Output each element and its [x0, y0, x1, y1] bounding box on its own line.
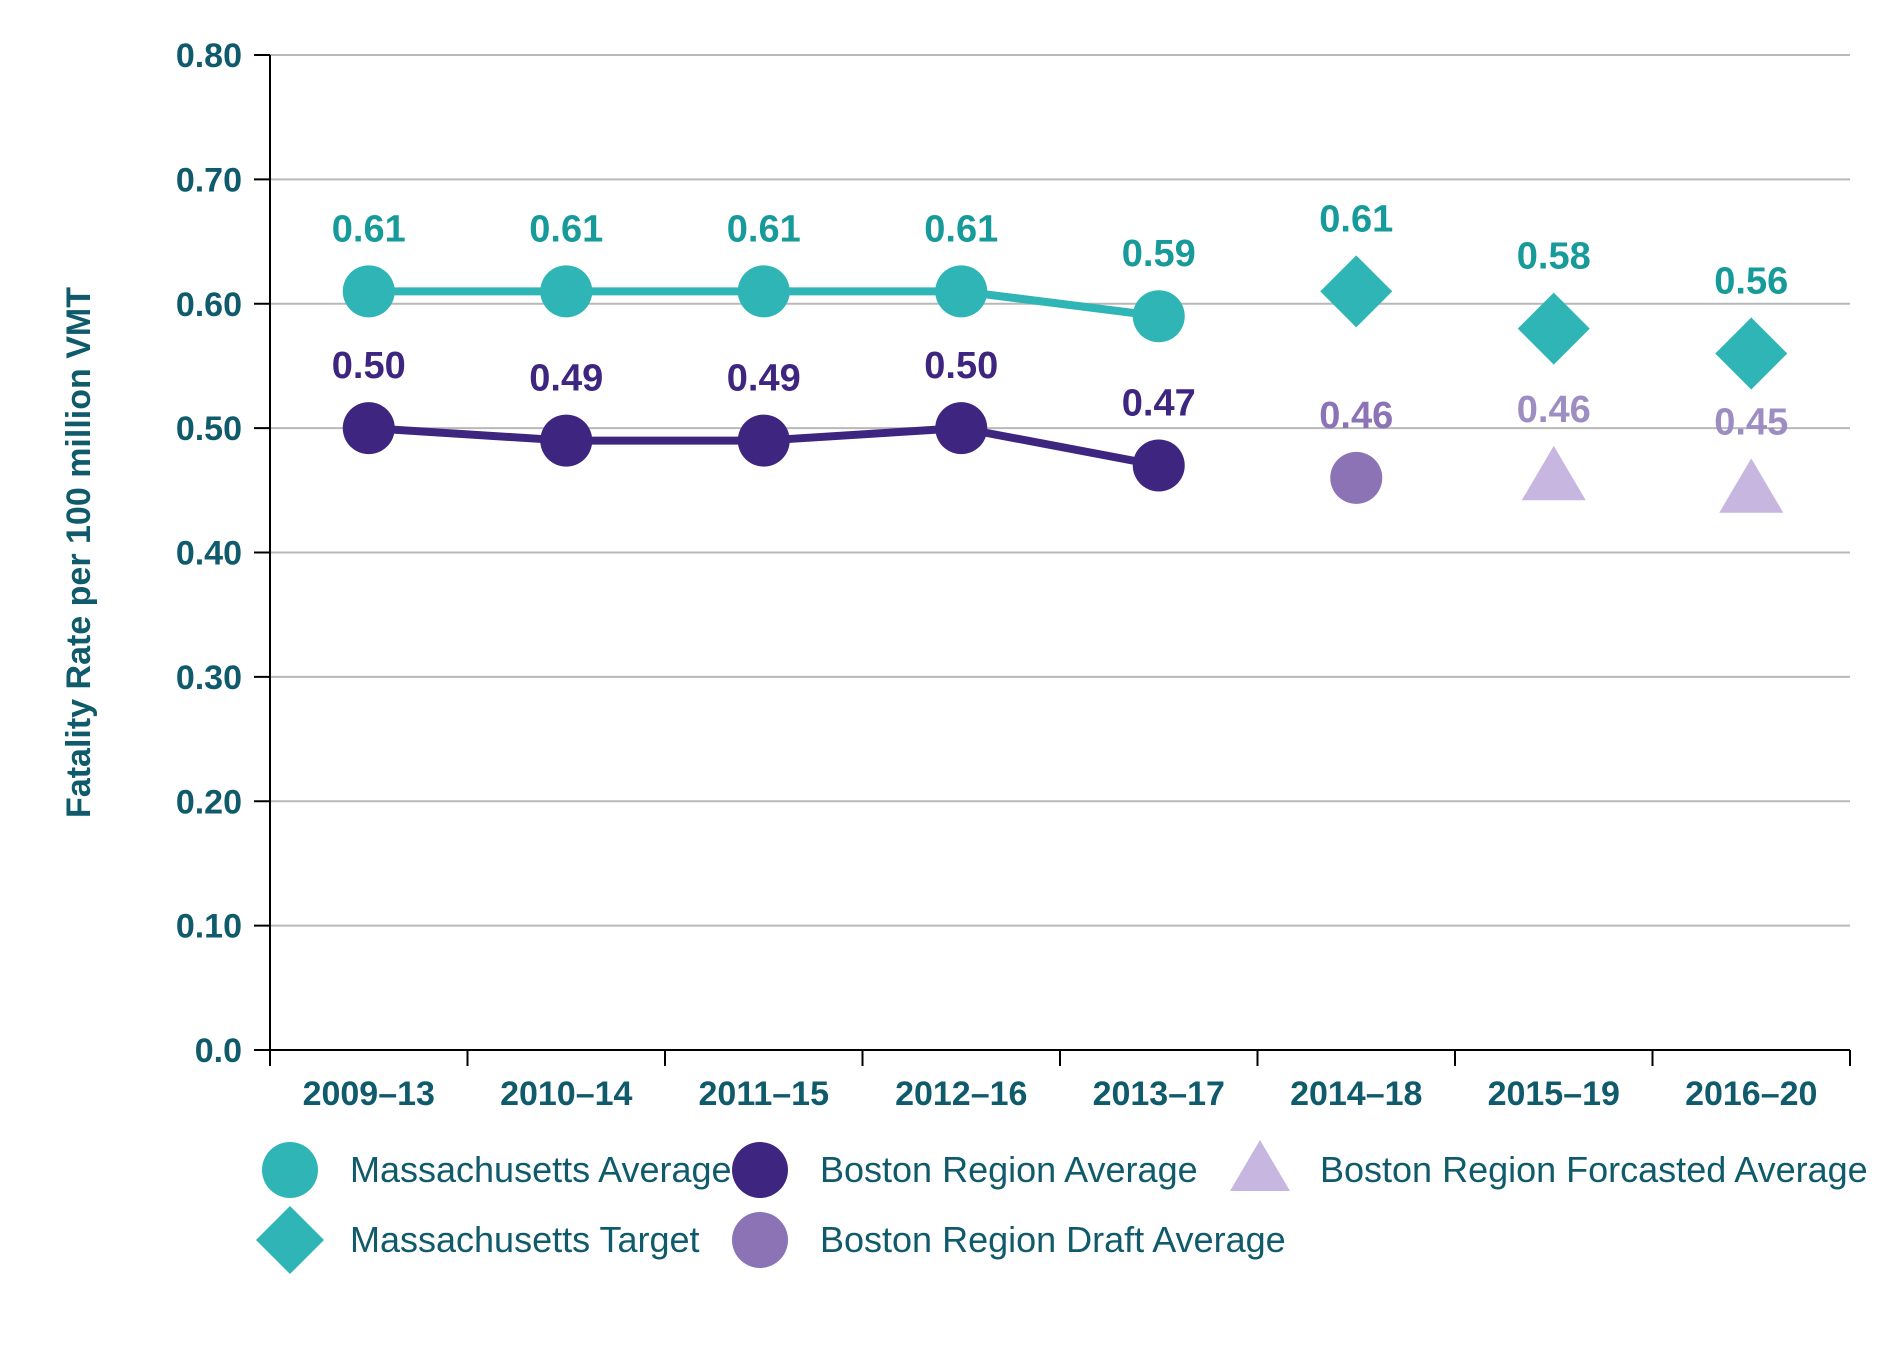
legend-boston_region_draft_average-label: Boston Region Draft Average [820, 1219, 1286, 1260]
legend-boston_region_forcasted_average-label: Boston Region Forcasted Average [1320, 1149, 1868, 1190]
massachusetts_target-data-label: 0.61 [1319, 198, 1393, 240]
boston_region_draft_average-marker [1330, 452, 1382, 504]
boston_region_forcasted_average-marker [1719, 458, 1783, 512]
boston_region_forcasted_average-marker [1522, 446, 1586, 500]
boston_region_average-data-label: 0.49 [529, 358, 603, 400]
massachusetts_average-marker [343, 265, 395, 317]
y-tick-label: 0.80 [176, 37, 242, 75]
massachusetts_target-data-label: 0.56 [1714, 261, 1788, 303]
x-tick-label: 2010–14 [500, 1075, 632, 1113]
massachusetts_average-marker [1133, 290, 1185, 342]
legend-boston_region_forcasted_average-icon [1230, 1140, 1290, 1191]
y-tick-label: 0.0 [195, 1032, 242, 1070]
x-tick-label: 2016–20 [1685, 1075, 1817, 1113]
y-axis-title: Fatality Rate per 100 million VMT [60, 287, 98, 818]
y-tick-label: 0.30 [176, 659, 242, 697]
boston_region_forcasted_average-data-label: 0.46 [1517, 389, 1591, 431]
massachusetts_target-marker [1320, 255, 1392, 327]
massachusetts_target-data-label: 0.58 [1517, 236, 1591, 278]
y-tick-label: 0.70 [176, 161, 242, 199]
massachusetts_average-data-label: 0.61 [529, 208, 603, 250]
x-tick-label: 2012–16 [895, 1075, 1027, 1113]
legend-massachusetts_average-label: Massachusetts Average [350, 1149, 732, 1190]
boston_region_average-data-label: 0.50 [332, 345, 406, 387]
legend-boston_region_average-icon [732, 1142, 788, 1198]
y-tick-label: 0.40 [176, 535, 242, 573]
fatality-rate-chart: 0.0 0.10 0.20 0.30 0.40 0.50 0.60 0.70 0.80 2009–… [0, 0, 1902, 1358]
massachusetts_target-marker [1715, 318, 1787, 390]
x-tick-label: 2009–13 [303, 1075, 435, 1113]
y-tick-label: 0.50 [176, 410, 242, 448]
legend-boston_region_draft_average-icon [732, 1212, 788, 1268]
legend-massachusetts_target-icon [256, 1206, 324, 1274]
x-tick-label: 2013–17 [1093, 1075, 1225, 1113]
legend-massachusetts_average-icon [262, 1142, 318, 1198]
boston_region_average-data-label: 0.47 [1122, 382, 1196, 424]
boston_region_forcasted_average-data-label: 0.45 [1714, 401, 1788, 443]
boston_region_average-marker [738, 415, 790, 467]
y-tick-label: 0.10 [176, 908, 242, 946]
massachusetts_average-data-label: 0.61 [924, 208, 998, 250]
boston_region_average-marker [540, 415, 592, 467]
x-tick-label: 2011–15 [699, 1075, 830, 1113]
x-tick-label: 2014–18 [1290, 1075, 1422, 1113]
legend-boston_region_average-label: Boston Region Average [820, 1149, 1198, 1190]
boston_region_average-data-label: 0.50 [924, 345, 998, 387]
boston_region_average-marker [1133, 439, 1185, 491]
boston_region_draft_average-data-label: 0.46 [1319, 395, 1393, 437]
boston_region_average-marker [935, 402, 987, 454]
massachusetts_average-data-label: 0.61 [727, 208, 801, 250]
boston_region_average-marker [343, 402, 395, 454]
massachusetts_average-marker [540, 265, 592, 317]
massachusetts_average-data-label: 0.59 [1122, 233, 1196, 275]
massachusetts_average-marker [935, 265, 987, 317]
massachusetts_average-data-label: 0.61 [332, 208, 406, 250]
legend-massachusetts_target-label: Massachusetts Target [350, 1219, 700, 1260]
y-tick-label: 0.20 [176, 783, 242, 821]
chart-svg: 0.0 0.10 0.20 0.30 0.40 0.50 0.60 0.70 0.80 2009–… [0, 0, 1902, 1358]
boston_region_average-data-label: 0.49 [727, 358, 801, 400]
massachusetts_average-marker [738, 265, 790, 317]
x-tick-label: 2015–19 [1488, 1075, 1620, 1113]
y-tick-label: 0.60 [176, 286, 242, 324]
